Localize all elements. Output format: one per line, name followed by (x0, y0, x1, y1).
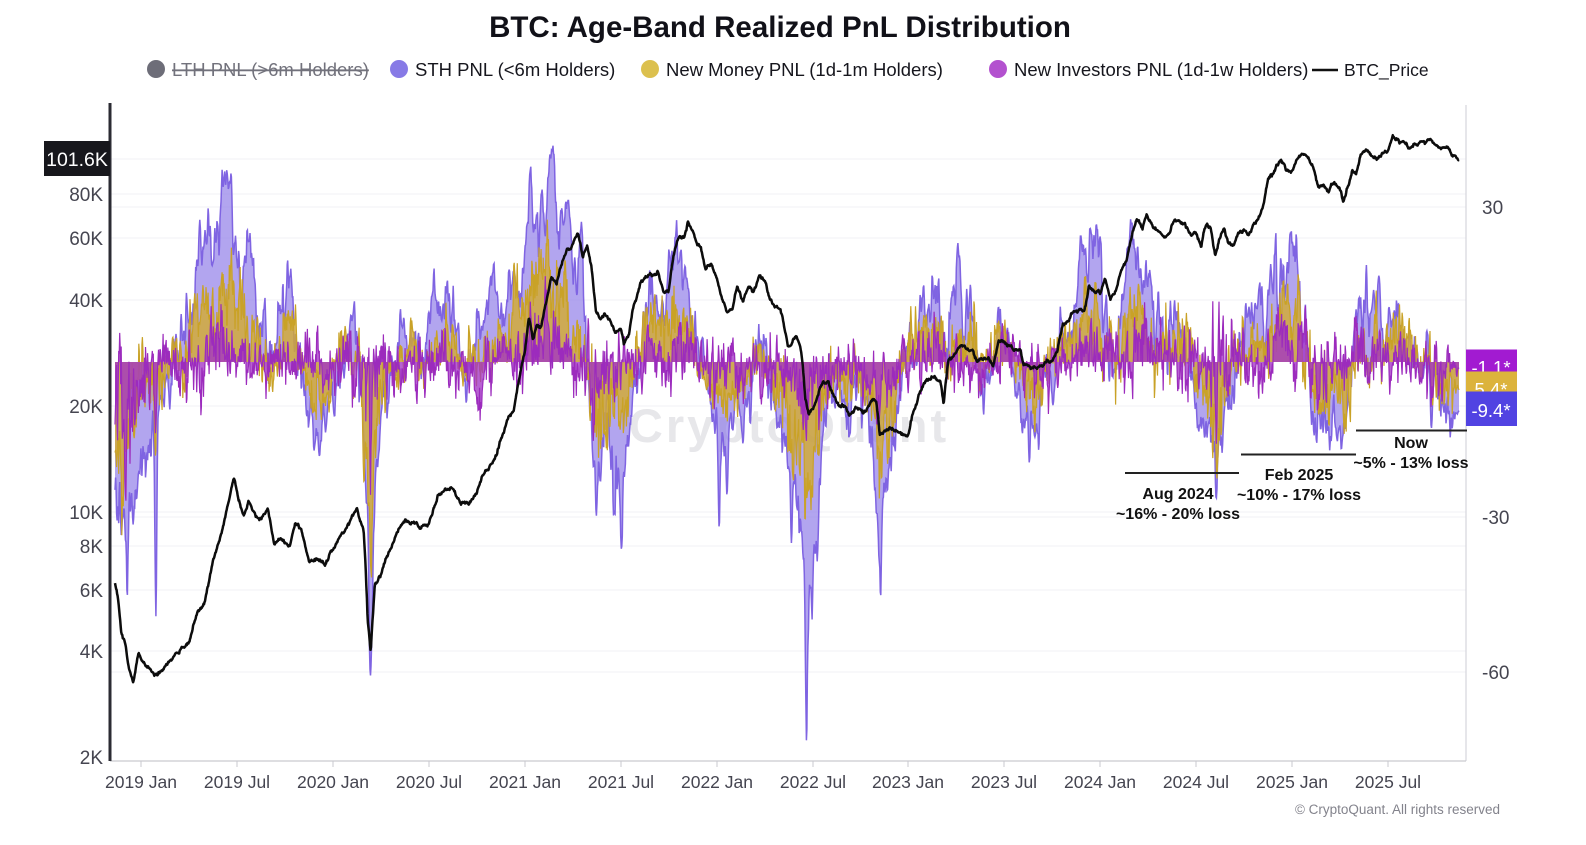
svg-text:20K: 20K (69, 397, 103, 418)
svg-text:80K: 80K (69, 185, 103, 206)
svg-text:60K: 60K (69, 229, 103, 250)
svg-text:40K: 40K (69, 291, 103, 312)
svg-text:2K: 2K (80, 748, 104, 769)
svg-text:6K: 6K (80, 581, 104, 602)
svg-text:2023 Jul: 2023 Jul (971, 772, 1037, 792)
svg-text:Feb 2025: Feb 2025 (1265, 467, 1334, 484)
svg-text:2022 Jul: 2022 Jul (780, 772, 846, 792)
svg-text:2020 Jul: 2020 Jul (396, 772, 462, 792)
svg-text:-30: -30 (1482, 508, 1509, 529)
svg-text:Now: Now (1394, 435, 1428, 452)
svg-text:~16% - 20% loss: ~16% - 20% loss (1116, 506, 1240, 523)
svg-text:Aug 2024: Aug 2024 (1142, 486, 1213, 503)
svg-text:2025 Jul: 2025 Jul (1355, 772, 1421, 792)
svg-text:STH PNL (<6m Holders): STH PNL (<6m Holders) (415, 59, 615, 80)
svg-text:4K: 4K (80, 642, 104, 663)
svg-text:8K: 8K (80, 537, 104, 558)
svg-text:LTH PNL (>6m Holders): LTH PNL (>6m Holders) (172, 59, 369, 80)
svg-text:2021 Jan: 2021 Jan (489, 772, 561, 792)
svg-text:101.6K: 101.6K (46, 149, 108, 171)
svg-text:New Money PNL (1d-1m Holders): New Money PNL (1d-1m Holders) (666, 59, 943, 80)
svg-text:2024 Jan: 2024 Jan (1064, 772, 1136, 792)
svg-text:BTC_Price: BTC_Price (1344, 60, 1429, 81)
svg-text:2020 Jan: 2020 Jan (297, 772, 369, 792)
svg-text:-60: -60 (1482, 663, 1509, 684)
svg-text:30: 30 (1482, 198, 1503, 219)
svg-text:© CryptoQuant. All rights rese: © CryptoQuant. All rights reserved (1295, 802, 1500, 817)
svg-text:New Investors PNL (1d-1w Holde: New Investors PNL (1d-1w Holders) (1014, 59, 1308, 80)
svg-text:2025 Jan: 2025 Jan (1256, 772, 1328, 792)
svg-text:2019 Jul: 2019 Jul (204, 772, 270, 792)
svg-text:2019 Jan: 2019 Jan (105, 772, 177, 792)
svg-text:BTC: Age-Band Realized PnL Dis: BTC: Age-Band Realized PnL Distribution (489, 11, 1071, 44)
svg-text:2022 Jan: 2022 Jan (681, 772, 753, 792)
svg-text:~5% - 13% loss: ~5% - 13% loss (1353, 455, 1468, 472)
svg-text:~10% - 17% loss: ~10% - 17% loss (1237, 487, 1361, 504)
svg-text:2024 Jul: 2024 Jul (1163, 772, 1229, 792)
svg-text:2021 Jul: 2021 Jul (588, 772, 654, 792)
svg-text:-9.4*: -9.4* (1471, 400, 1510, 421)
svg-text:10K: 10K (69, 503, 103, 524)
svg-text:2023 Jan: 2023 Jan (872, 772, 944, 792)
